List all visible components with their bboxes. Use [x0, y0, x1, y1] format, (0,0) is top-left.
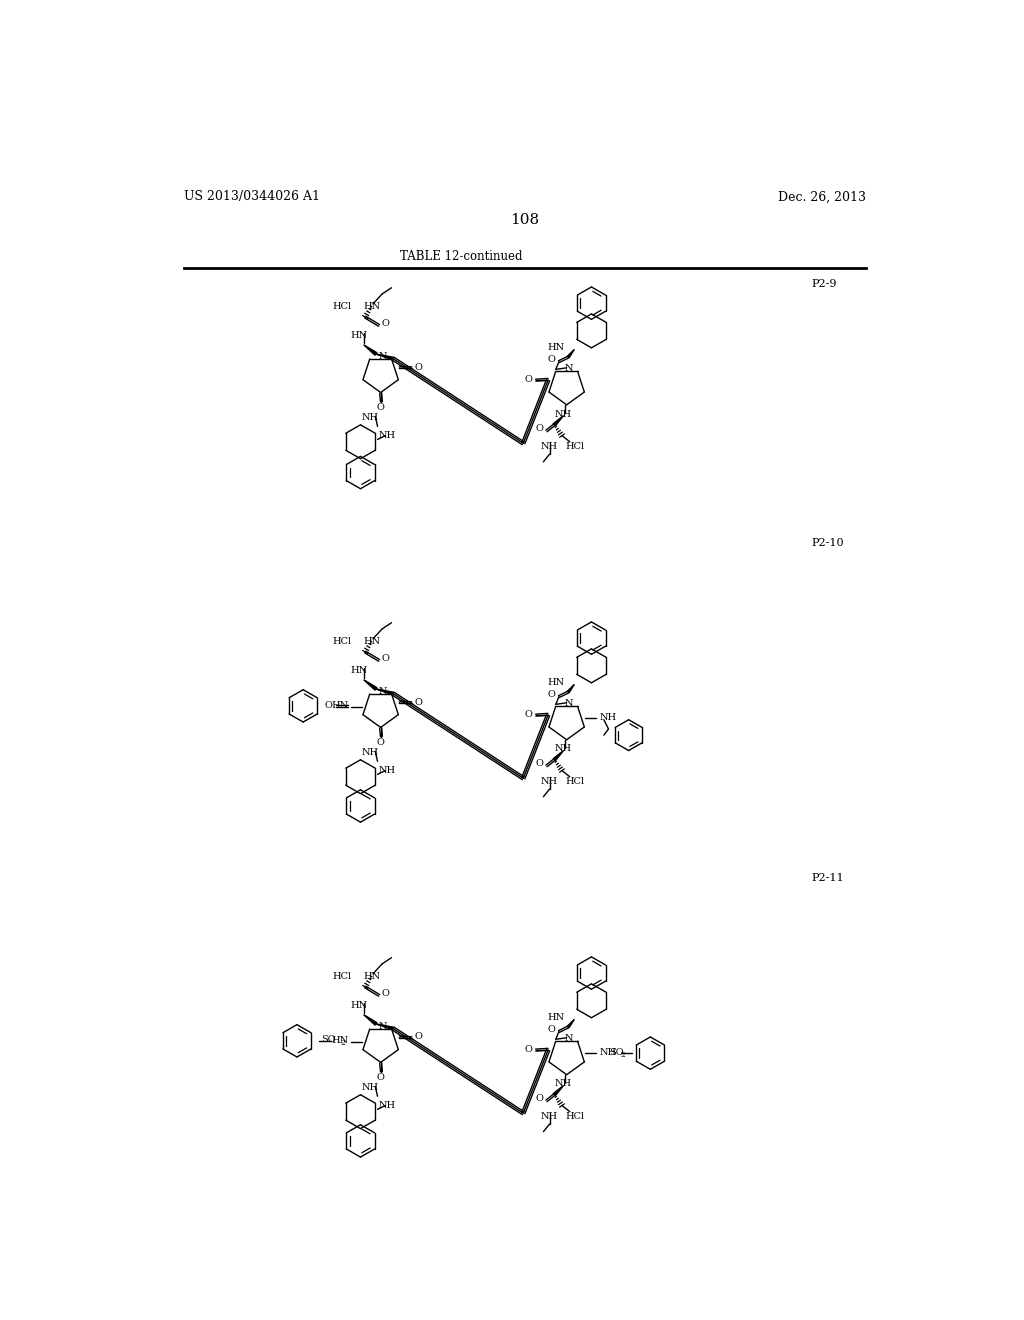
Polygon shape: [553, 1085, 563, 1096]
Text: O: O: [381, 653, 389, 663]
Text: O: O: [377, 404, 385, 412]
Text: O: O: [547, 355, 555, 364]
Text: 2: 2: [621, 1052, 626, 1060]
Text: O: O: [536, 759, 544, 768]
Text: N: N: [379, 1022, 387, 1031]
Text: O: O: [377, 1073, 385, 1082]
Polygon shape: [364, 345, 377, 355]
Text: N: N: [379, 686, 387, 696]
Text: N: N: [379, 352, 387, 360]
Text: O: O: [547, 1024, 555, 1034]
Text: HN: HN: [547, 343, 564, 352]
Text: O: O: [381, 989, 389, 998]
Text: 2: 2: [341, 1039, 346, 1047]
Polygon shape: [376, 354, 393, 360]
Text: O: O: [536, 1094, 544, 1104]
Text: O: O: [325, 701, 333, 710]
Text: O: O: [536, 424, 544, 433]
Text: NH: NH: [541, 442, 558, 451]
Text: Dec. 26, 2013: Dec. 26, 2013: [778, 190, 866, 203]
Polygon shape: [376, 1024, 393, 1030]
Text: HN: HN: [364, 302, 381, 310]
Text: TABLE 12-continued: TABLE 12-continued: [400, 251, 522, 264]
Polygon shape: [567, 684, 574, 693]
Polygon shape: [567, 350, 574, 358]
Text: NH: NH: [379, 432, 396, 440]
Text: HN: HN: [350, 1001, 368, 1010]
Text: SO: SO: [322, 1035, 336, 1044]
Text: NH: NH: [361, 1084, 378, 1092]
Text: N: N: [564, 364, 573, 374]
Text: NH: NH: [555, 744, 572, 754]
Text: P2-11: P2-11: [812, 874, 844, 883]
Text: SO: SO: [609, 1048, 624, 1057]
Text: O: O: [524, 375, 532, 384]
Text: O: O: [415, 1032, 423, 1041]
Text: O: O: [524, 710, 532, 719]
Text: O: O: [547, 690, 555, 698]
Text: NH: NH: [379, 766, 396, 775]
Text: N: N: [564, 700, 573, 708]
Text: NH: NH: [599, 1048, 616, 1057]
Text: NH: NH: [361, 748, 378, 758]
Text: O: O: [377, 738, 385, 747]
Text: HN: HN: [364, 636, 381, 645]
Polygon shape: [553, 416, 563, 426]
Text: HCl: HCl: [332, 636, 351, 645]
Text: US 2013/0344026 A1: US 2013/0344026 A1: [183, 190, 319, 203]
Text: HN: HN: [364, 972, 381, 981]
Text: HCl: HCl: [565, 442, 585, 451]
Text: HCl: HCl: [565, 1111, 585, 1121]
Text: N: N: [564, 1034, 573, 1043]
Text: NH: NH: [555, 1080, 572, 1089]
Text: O: O: [415, 697, 423, 706]
Text: NH: NH: [555, 409, 572, 418]
Text: 108: 108: [510, 213, 540, 227]
Text: HCl: HCl: [332, 302, 351, 310]
Polygon shape: [364, 680, 377, 690]
Text: NH: NH: [541, 1111, 558, 1121]
Text: HN: HN: [547, 1014, 564, 1022]
Text: NH: NH: [379, 1101, 396, 1110]
Text: NH: NH: [361, 413, 378, 422]
Text: HN: HN: [331, 1036, 348, 1045]
Text: NH: NH: [541, 777, 558, 785]
Text: HN: HN: [350, 331, 368, 341]
Text: HN: HN: [331, 701, 348, 710]
Text: O: O: [524, 1045, 532, 1053]
Text: HN: HN: [350, 667, 368, 675]
Polygon shape: [553, 751, 563, 760]
Text: HN: HN: [547, 678, 564, 688]
Text: P2-10: P2-10: [812, 539, 844, 548]
Polygon shape: [567, 1019, 574, 1028]
Text: O: O: [381, 318, 389, 327]
Text: P2-9: P2-9: [812, 279, 837, 289]
Text: HCl: HCl: [332, 972, 351, 981]
Polygon shape: [376, 689, 393, 694]
Polygon shape: [364, 1015, 377, 1026]
Text: HCl: HCl: [565, 777, 585, 785]
Text: NH: NH: [599, 713, 616, 722]
Text: O: O: [415, 363, 423, 371]
